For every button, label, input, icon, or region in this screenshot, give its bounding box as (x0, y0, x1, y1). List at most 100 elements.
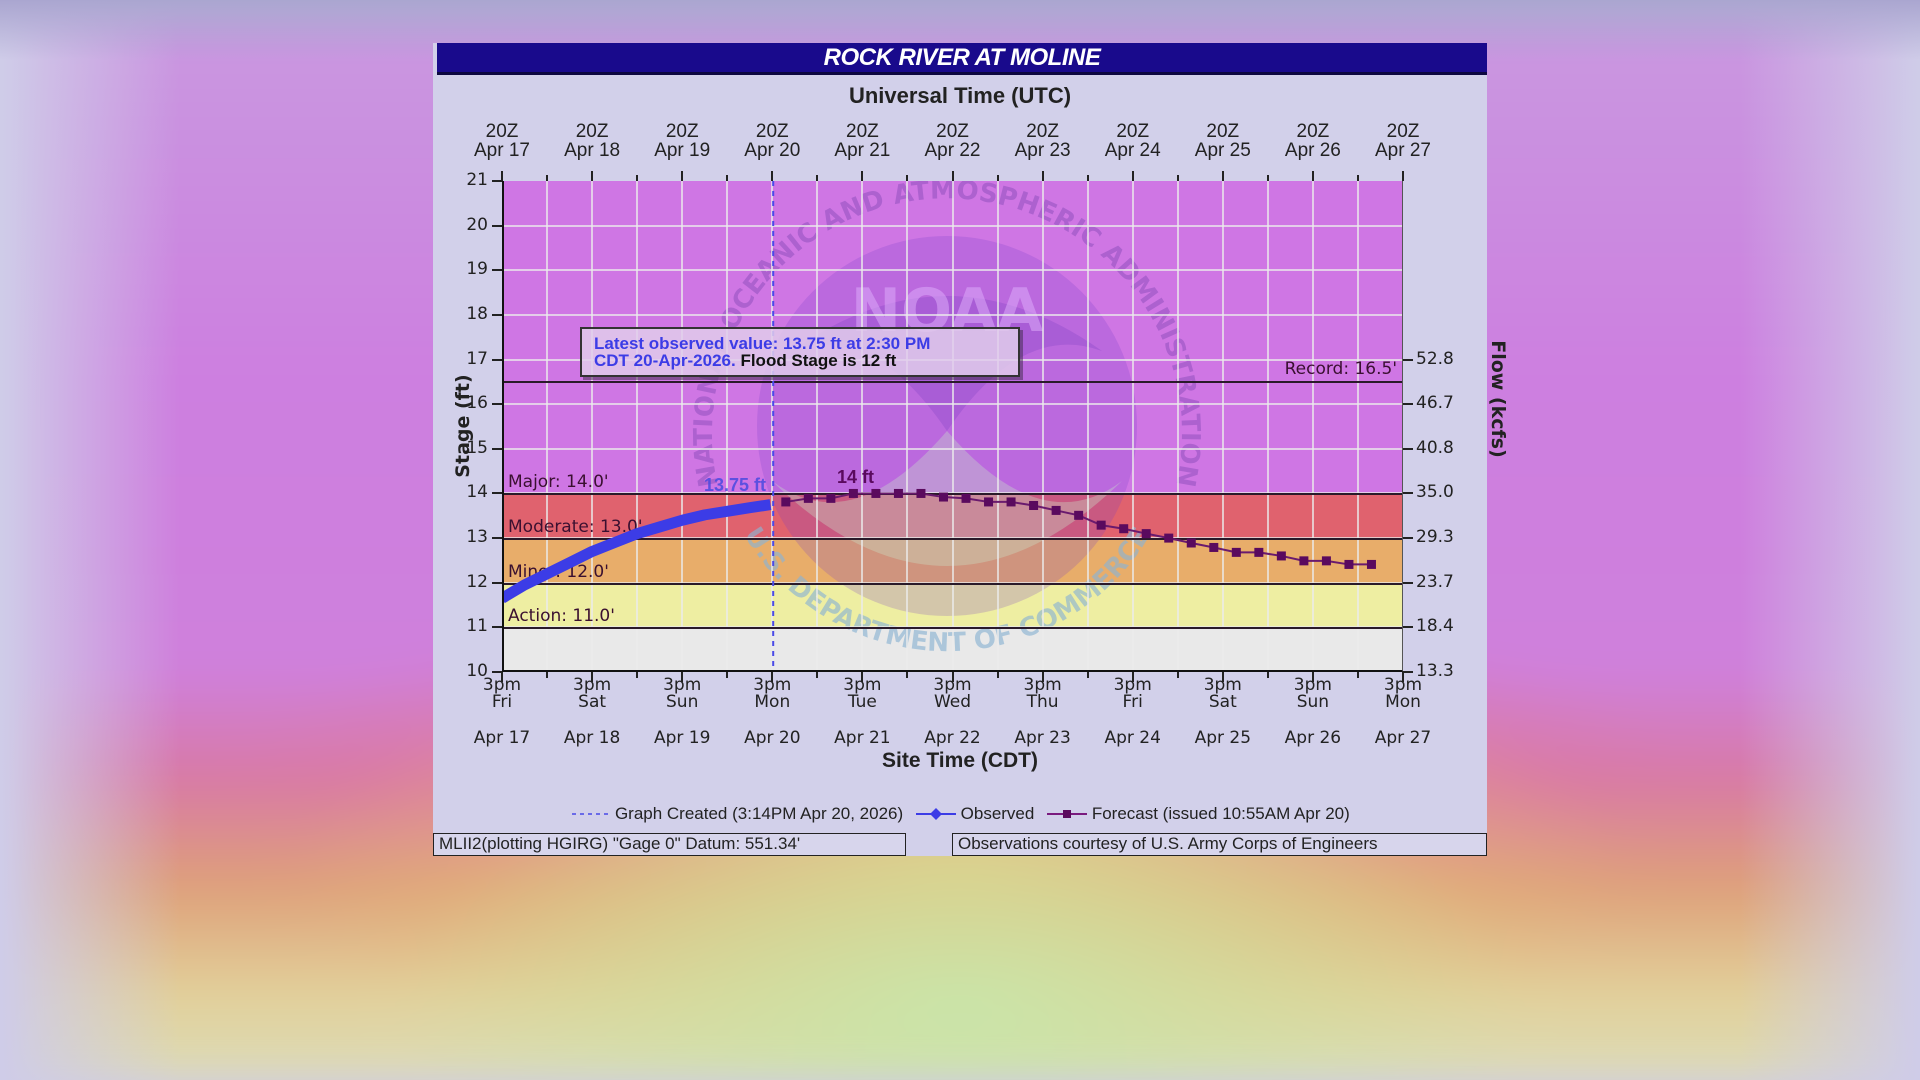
top-tick-label: 20Z Apr 22 (913, 122, 993, 160)
grid-line-horizontal (502, 269, 1403, 272)
forecast-point (1186, 538, 1196, 548)
grid-line-vertical (1176, 181, 1179, 672)
grid-line-horizontal (502, 403, 1403, 406)
grid-line-vertical (1131, 181, 1134, 672)
forecast-point (1164, 533, 1174, 543)
action-line (502, 627, 1403, 629)
flow-tick-label: 18.4 (1416, 616, 1454, 637)
utc-date: Apr 21 (834, 140, 891, 161)
moderate-label: Moderate: 13.0' (508, 517, 643, 537)
bottom-minor-tick (1266, 672, 1269, 678)
bottom-major-tick (951, 672, 954, 682)
stage-tick-label: 17 (466, 348, 488, 369)
top-minor-tick (726, 175, 729, 181)
bottom-major-tick (591, 672, 594, 682)
background-left-fade (0, 0, 180, 1080)
forecast-point (1299, 556, 1309, 566)
stage-tick (492, 492, 502, 495)
forecast-point (1029, 501, 1039, 511)
utc-date: Apr 23 (1014, 140, 1071, 161)
legend: Graph Created (3:14PM Apr 20, 2026) Obse… (433, 803, 1487, 824)
grid-line-horizontal (502, 224, 1403, 227)
top-major-tick (861, 171, 864, 181)
grid-line-vertical (591, 181, 594, 672)
stage-tick-label: 11 (466, 616, 488, 637)
site-time: 3pm (1293, 675, 1332, 695)
forecast-point (893, 488, 903, 498)
stage-tick (492, 581, 502, 584)
hydrograph-panel: ROCK RIVER AT MOLINE Universal Time (UTC… (433, 43, 1509, 856)
bottom-tick-label: 3pm Fri (462, 677, 542, 711)
bottom-tick-label: 3pm Mon (1363, 677, 1443, 711)
minor-line (502, 583, 1403, 585)
stage-tick (492, 537, 502, 540)
site-day: Fri (491, 692, 513, 712)
utc-date: Apr 18 (564, 140, 621, 161)
top-major-tick (1131, 171, 1134, 181)
top-major-tick (1221, 171, 1224, 181)
utc-date: Apr 24 (1104, 140, 1161, 161)
moderate-line (502, 538, 1403, 540)
bottom-tick-label: 3pm Wed (913, 677, 993, 711)
top-tick-label: 20Z Apr 19 (642, 122, 722, 160)
grid-line-horizontal (502, 313, 1403, 316)
grid-line-vertical (816, 181, 819, 672)
action-label: Action: 11.0' (508, 606, 615, 626)
top-minor-tick (636, 175, 639, 181)
utc-hour: 20Z (1116, 121, 1150, 142)
top-tick-label: 20Z Apr 18 (552, 122, 632, 160)
top-major-tick (951, 171, 954, 181)
site-time: 3pm (482, 675, 522, 695)
grid-line-vertical (951, 181, 954, 672)
forecast-point (1096, 520, 1106, 530)
forecast-point (1321, 556, 1331, 566)
bottom-major-tick (1402, 672, 1404, 682)
stage-tick (492, 447, 502, 450)
bottom-tick-label: 3pm Sat (552, 677, 632, 711)
forecast-point (916, 488, 926, 498)
flood-stage-text: Flood Stage is 12 ft (740, 351, 897, 370)
flow-tick-label: 40.8 (1416, 437, 1454, 458)
flow-tick (1403, 626, 1413, 629)
top-tick-label: 20Z Apr 21 (822, 122, 902, 160)
utc-hour: 20Z (485, 121, 519, 142)
grid-line-vertical (1356, 181, 1359, 672)
bottom-date-label: Apr 18 (563, 728, 621, 748)
top-major-tick (771, 171, 774, 181)
site-time: 3pm (663, 675, 702, 695)
bottom-minor-tick (726, 672, 729, 678)
site-day: Mon (1385, 692, 1421, 712)
forecast-point (1119, 524, 1129, 534)
legend-observed: Observed (915, 804, 1034, 824)
bottom-axis-title: Site Time (CDT) (882, 749, 1038, 772)
flow-tick-label: 23.7 (1416, 571, 1454, 592)
grid-line-vertical (1041, 181, 1044, 672)
site-day: Sun (1296, 692, 1330, 712)
flow-tick-label: 35.0 (1416, 482, 1454, 503)
latest-observation-line1: Latest observed value: 13.75 ft at 2:30 … (594, 334, 931, 353)
stage-tick (492, 269, 502, 272)
forecast-point (1276, 551, 1286, 561)
flow-tick-label: 29.3 (1416, 527, 1454, 548)
bottom-date-label: Apr 20 (744, 728, 801, 748)
forecast-point (1209, 542, 1219, 552)
flow-tick (1403, 581, 1413, 584)
utc-hour: 20Z (575, 121, 609, 142)
latest-observation-date: CDT 20-Apr-2026. (594, 351, 736, 370)
series-layer (502, 181, 1376, 672)
site-day: Sat (578, 692, 607, 712)
bottom-minor-tick (996, 672, 999, 678)
flow-tick (1403, 492, 1413, 495)
forecast-point (1231, 547, 1241, 557)
bottom-tick-label: 3pm Tue (822, 677, 902, 711)
forecast-point (1344, 559, 1354, 569)
forecast-point (1051, 505, 1061, 515)
site-day: Sun (666, 692, 699, 712)
forecast-point (961, 493, 971, 503)
flow-tick (1403, 537, 1413, 540)
site-time: 3pm (1023, 675, 1062, 695)
stage-tick-label: 21 (466, 170, 488, 190)
record-line (502, 381, 1403, 383)
site-time: 3pm (1203, 675, 1242, 695)
site-time: 3pm (573, 675, 612, 695)
